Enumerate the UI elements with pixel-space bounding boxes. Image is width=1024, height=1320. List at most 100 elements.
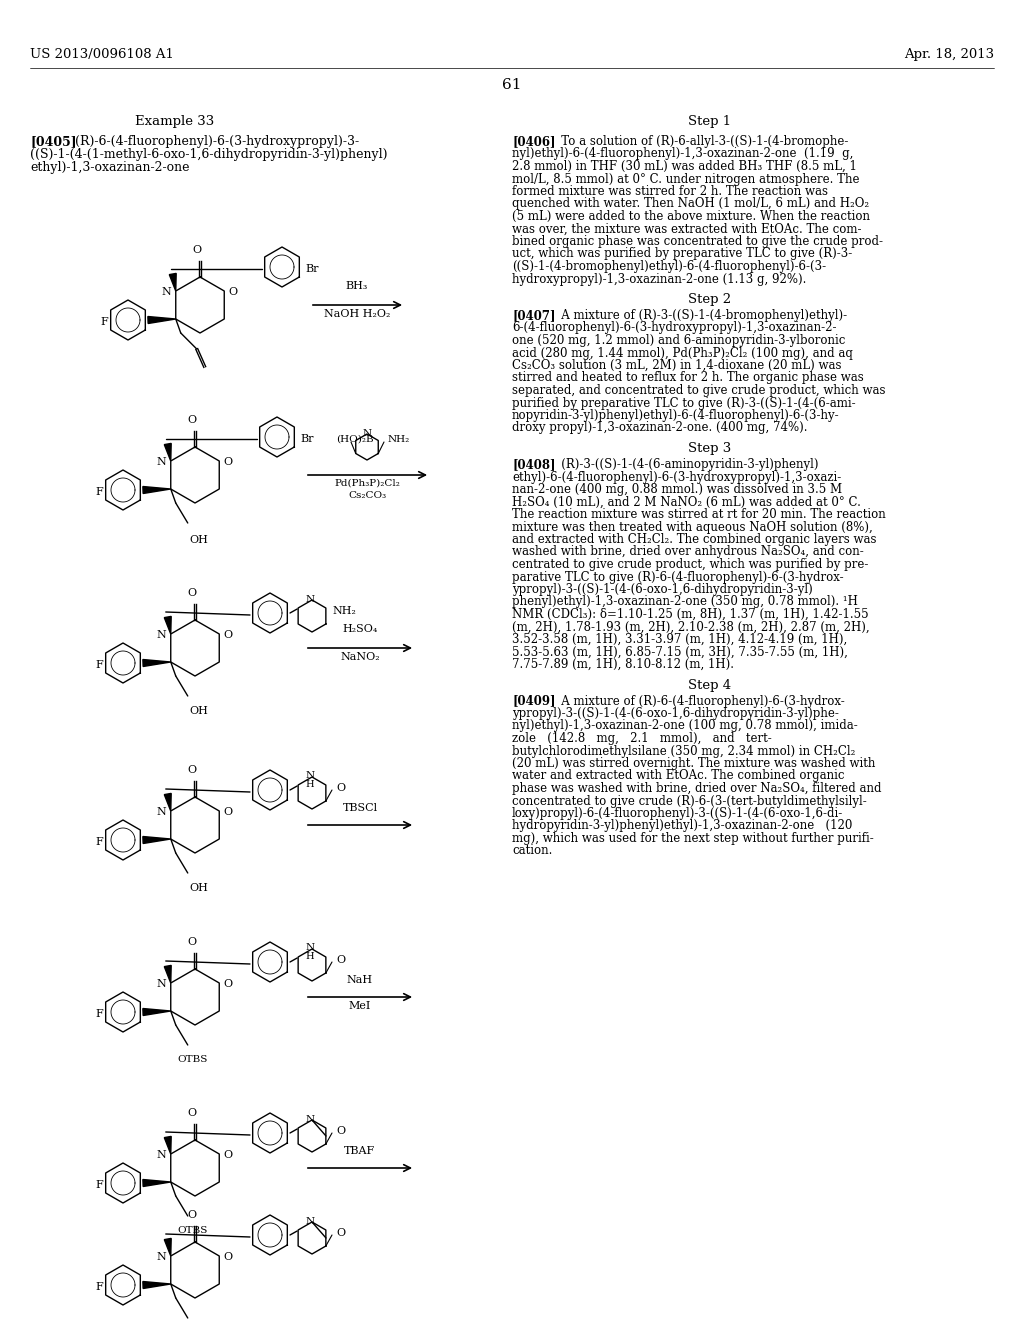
- Text: O: O: [336, 1228, 345, 1238]
- Text: O: O: [193, 246, 202, 255]
- Text: 61: 61: [502, 78, 522, 92]
- Text: A mixture of (R)-3-((S)-1-(4-bromophenyl)ethyl)-: A mixture of (R)-3-((S)-1-(4-bromophenyl…: [550, 309, 847, 322]
- Text: purified by preparative TLC to give (R)-3-((S)-1-(4-(6-ami-: purified by preparative TLC to give (R)-…: [512, 396, 856, 409]
- Text: butylchlorodimethylsilane (350 mg, 2.34 mmol) in CH₂Cl₂: butylchlorodimethylsilane (350 mg, 2.34 …: [512, 744, 855, 758]
- Text: concentrated to give crude (R)-6-(3-(tert-butyldimethylsilyl-: concentrated to give crude (R)-6-(3-(ter…: [512, 795, 866, 808]
- Text: OH: OH: [189, 883, 209, 894]
- Text: (R)-3-((S)-1-(4-(6-aminopyridin-3-yl)phenyl): (R)-3-((S)-1-(4-(6-aminopyridin-3-yl)phe…: [550, 458, 818, 471]
- Text: NMR (CDCl₃): δ=1.10-1.25 (m, 8H), 1.37 (m, 1H), 1.42-1.55: NMR (CDCl₃): δ=1.10-1.25 (m, 8H), 1.37 (…: [512, 609, 868, 620]
- Text: O: O: [223, 1150, 232, 1160]
- Polygon shape: [164, 444, 171, 461]
- Polygon shape: [164, 1137, 171, 1154]
- Text: [0405]: [0405]: [30, 135, 77, 148]
- Text: O: O: [336, 783, 345, 793]
- Text: O: O: [187, 1107, 197, 1118]
- Text: [0407]: [0407]: [512, 309, 555, 322]
- Polygon shape: [164, 793, 171, 810]
- Text: O: O: [187, 587, 197, 598]
- Text: cation.: cation.: [512, 845, 552, 858]
- Text: F: F: [100, 317, 108, 327]
- Text: one (520 mg, 1.2 mmol) and 6-aminopyridin-3-ylboronic: one (520 mg, 1.2 mmol) and 6-aminopyridi…: [512, 334, 846, 347]
- Text: N: N: [305, 595, 314, 605]
- Text: uct, which was purified by preparative TLC to give (R)-3-: uct, which was purified by preparative T…: [512, 248, 852, 260]
- Text: Step 4: Step 4: [688, 678, 731, 692]
- Text: N: N: [362, 429, 372, 437]
- Text: O: O: [228, 286, 238, 297]
- Text: Apr. 18, 2013: Apr. 18, 2013: [904, 48, 994, 61]
- Text: O: O: [187, 937, 197, 946]
- Polygon shape: [143, 837, 171, 843]
- Text: O: O: [336, 1126, 345, 1137]
- Text: To a solution of (R)-6-allyl-3-((S)-1-(4-bromophe-: To a solution of (R)-6-allyl-3-((S)-1-(4…: [550, 135, 848, 148]
- Text: N: N: [156, 630, 166, 640]
- Polygon shape: [164, 965, 171, 983]
- Text: (HO)₂B: (HO)₂B: [336, 434, 374, 444]
- Text: OH: OH: [189, 535, 209, 545]
- Text: ethyl)-6-(4-fluorophenyl)-6-(3-hydroxypropyl)-1,3-oxazi-: ethyl)-6-(4-fluorophenyl)-6-(3-hydroxypr…: [512, 470, 842, 483]
- Text: [0409]: [0409]: [512, 694, 555, 708]
- Text: H₂SO₄: H₂SO₄: [342, 624, 378, 634]
- Text: nopyridin-3-yl)phenyl)ethyl)-6-(4-fluorophenyl)-6-(3-hy-: nopyridin-3-yl)phenyl)ethyl)-6-(4-fluoro…: [512, 409, 840, 422]
- Text: [0408]: [0408]: [512, 458, 555, 471]
- Text: loxy)propyl)-6-(4-fluorophenyl)-3-((S)-1-(4-(6-oxo-1,6-di-: loxy)propyl)-6-(4-fluorophenyl)-3-((S)-1…: [512, 807, 843, 820]
- Polygon shape: [169, 273, 176, 290]
- Text: parative TLC to give (R)-6-(4-fluorophenyl)-6-(3-hydrox-: parative TLC to give (R)-6-(4-fluorophen…: [512, 570, 844, 583]
- Text: O: O: [223, 1251, 232, 1262]
- Text: O: O: [187, 1210, 197, 1220]
- Text: quenched with water. Then NaOH (1 mol/L, 6 mL) and H₂O₂: quenched with water. Then NaOH (1 mol/L,…: [512, 198, 869, 210]
- Text: ethyl)-1,3-oxazinan-2-one: ethyl)-1,3-oxazinan-2-one: [30, 161, 189, 174]
- Text: OH: OH: [189, 706, 209, 715]
- Text: O: O: [187, 766, 197, 775]
- Text: OTBS: OTBS: [178, 1226, 208, 1236]
- Text: 7.75-7.89 (m, 1H), 8.10-8.12 (m, 1H).: 7.75-7.89 (m, 1H), 8.10-8.12 (m, 1H).: [512, 657, 734, 671]
- Text: O: O: [223, 457, 232, 467]
- Text: 2.8 mmol) in THF (30 mL) was added BH₃ THF (8.5 mL, 1: 2.8 mmol) in THF (30 mL) was added BH₃ T…: [512, 160, 857, 173]
- Text: N: N: [305, 771, 314, 780]
- Text: TBSCl: TBSCl: [342, 803, 378, 813]
- Text: F: F: [95, 1180, 102, 1191]
- Text: [0406]: [0406]: [512, 135, 555, 148]
- Text: NaNO₂: NaNO₂: [340, 652, 380, 663]
- Text: H₂SO₄ (10 mL), and 2 M NaNO₂ (6 mL) was added at 0° C.: H₂SO₄ (10 mL), and 2 M NaNO₂ (6 mL) was …: [512, 495, 861, 508]
- Polygon shape: [143, 1180, 171, 1187]
- Text: OTBS: OTBS: [178, 1055, 208, 1064]
- Text: washed with brine, dried over anhydrous Na₂SO₄, and con-: washed with brine, dried over anhydrous …: [512, 545, 864, 558]
- Polygon shape: [143, 487, 171, 494]
- Text: F: F: [95, 1008, 102, 1019]
- Text: zole   (142.8   mg,   2.1   mmol),   and   tert-: zole (142.8 mg, 2.1 mmol), and tert-: [512, 733, 772, 744]
- Text: MeI: MeI: [349, 1001, 371, 1011]
- Text: 3.52-3.58 (m, 1H), 3.31-3.97 (m, 1H), 4.12-4.19 (m, 1H),: 3.52-3.58 (m, 1H), 3.31-3.97 (m, 1H), 4.…: [512, 634, 847, 645]
- Text: nyl)ethyl)-6-(4-fluorophenyl)-1,3-oxazinan-2-one  (1.19  g,: nyl)ethyl)-6-(4-fluorophenyl)-1,3-oxazin…: [512, 148, 853, 161]
- Text: N: N: [161, 286, 171, 297]
- Text: N: N: [156, 979, 166, 989]
- Polygon shape: [143, 1282, 171, 1288]
- Text: centrated to give crude product, which was purified by pre-: centrated to give crude product, which w…: [512, 558, 868, 572]
- Text: BH₃: BH₃: [346, 281, 369, 290]
- Text: O: O: [223, 979, 232, 989]
- Text: N: N: [305, 1217, 314, 1226]
- Text: hydropyridin-3-yl)phenyl)ethyl)-1,3-oxazinan-2-one   (120: hydropyridin-3-yl)phenyl)ethyl)-1,3-oxaz…: [512, 820, 852, 833]
- Text: F: F: [95, 837, 102, 847]
- Text: O: O: [223, 630, 232, 640]
- Text: US 2013/0096108 A1: US 2013/0096108 A1: [30, 48, 174, 61]
- Text: nyl)ethyl)-1,3-oxazinan-2-one (100 mg, 0.78 mmol), imida-: nyl)ethyl)-1,3-oxazinan-2-one (100 mg, 0…: [512, 719, 858, 733]
- Text: (5 mL) were added to the above mixture. When the reaction: (5 mL) were added to the above mixture. …: [512, 210, 870, 223]
- Text: Cs₂CO₃ solution (3 mL, 2M) in 1,4-dioxane (20 mL) was: Cs₂CO₃ solution (3 mL, 2M) in 1,4-dioxan…: [512, 359, 842, 372]
- Text: phase was washed with brine, dried over Na₂SO₄, filtered and: phase was washed with brine, dried over …: [512, 781, 882, 795]
- Text: O: O: [187, 414, 197, 425]
- Text: N: N: [305, 1115, 314, 1125]
- Text: F: F: [95, 660, 102, 671]
- Text: N: N: [156, 457, 166, 467]
- Text: NaOH H₂O₂: NaOH H₂O₂: [324, 309, 390, 319]
- Text: Example 33: Example 33: [135, 115, 215, 128]
- Text: The reaction mixture was stirred at rt for 20 min. The reaction: The reaction mixture was stirred at rt f…: [512, 508, 886, 521]
- Polygon shape: [143, 660, 171, 667]
- Text: bined organic phase was concentrated to give the crude prod-: bined organic phase was concentrated to …: [512, 235, 883, 248]
- Text: NaH: NaH: [347, 975, 373, 985]
- Text: TBAF: TBAF: [344, 1146, 376, 1156]
- Text: acid (280 mg, 1.44 mmol), Pd(Ph₃P)₂Cl₂ (100 mg), and aq: acid (280 mg, 1.44 mmol), Pd(Ph₃P)₂Cl₂ (…: [512, 346, 853, 359]
- Text: A mixture of (R)-6-(4-fluorophenyl)-6-(3-hydrox-: A mixture of (R)-6-(4-fluorophenyl)-6-(3…: [550, 694, 845, 708]
- Text: H: H: [306, 780, 314, 789]
- Text: N: N: [156, 1150, 166, 1160]
- Text: NH₂: NH₂: [388, 434, 411, 444]
